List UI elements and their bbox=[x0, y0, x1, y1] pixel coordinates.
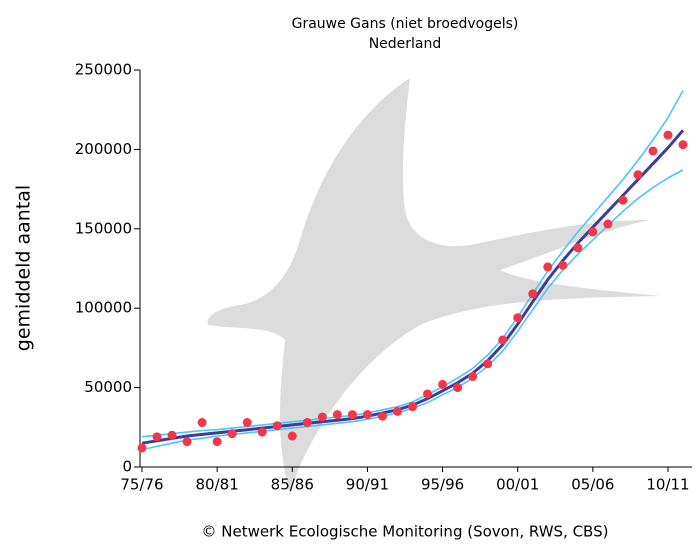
data-point bbox=[678, 140, 688, 150]
x-tick-label: 90/91 bbox=[346, 476, 389, 494]
data-point bbox=[362, 410, 372, 420]
data-point bbox=[573, 243, 583, 253]
data-point bbox=[317, 412, 327, 422]
x-tick-label: 05/06 bbox=[571, 476, 614, 494]
data-point bbox=[287, 431, 297, 441]
data-point bbox=[663, 130, 673, 140]
data-point bbox=[438, 379, 448, 389]
data-point bbox=[498, 335, 508, 345]
y-tick-label: 0 bbox=[122, 458, 132, 476]
y-axis-label: gemiddeld aantal bbox=[13, 185, 35, 351]
data-point bbox=[588, 227, 598, 237]
x-tick-label: 75/76 bbox=[120, 476, 163, 494]
y-tick-label: 200000 bbox=[75, 140, 132, 158]
data-point bbox=[543, 262, 553, 272]
bird-silhouette bbox=[207, 78, 660, 495]
data-point bbox=[332, 410, 342, 420]
data-point bbox=[408, 402, 418, 412]
data-point bbox=[227, 429, 237, 439]
x-tick-label: 80/81 bbox=[196, 476, 239, 494]
data-point bbox=[423, 389, 433, 399]
y-tick-label: 50000 bbox=[84, 378, 132, 396]
y-tick-label: 150000 bbox=[75, 219, 132, 237]
data-point bbox=[272, 421, 282, 431]
x-tick-label: 85/86 bbox=[271, 476, 314, 494]
data-point bbox=[483, 359, 493, 369]
data-point bbox=[513, 313, 523, 323]
data-point bbox=[212, 437, 222, 447]
x-tick-label: 95/96 bbox=[421, 476, 464, 494]
data-point bbox=[528, 289, 538, 299]
confidence-line bbox=[141, 90, 684, 438]
data-point bbox=[347, 410, 357, 420]
data-point bbox=[392, 406, 402, 416]
y-tick-label: 100000 bbox=[75, 299, 132, 317]
data-point bbox=[182, 437, 192, 447]
data-point bbox=[648, 146, 658, 156]
data-point bbox=[302, 418, 312, 428]
chart-subtitle: Nederland bbox=[369, 36, 442, 52]
data-point bbox=[257, 427, 267, 437]
data-point bbox=[167, 430, 177, 440]
data-point bbox=[152, 432, 162, 442]
data-point bbox=[633, 170, 643, 180]
chart-title: Grauwe Gans (niet broedvogels) bbox=[292, 16, 519, 32]
data-point bbox=[618, 195, 628, 205]
data-point bbox=[558, 260, 568, 270]
data-point bbox=[603, 219, 613, 229]
data-point bbox=[197, 418, 207, 428]
footer: © Netwerk Ecologische Monitoring (Sovon,… bbox=[202, 523, 609, 541]
y-tick-label: 250000 bbox=[75, 61, 132, 79]
data-point bbox=[468, 371, 478, 381]
data-point bbox=[242, 418, 252, 428]
x-tick-label: 00/01 bbox=[496, 476, 539, 494]
data-point bbox=[137, 443, 147, 453]
data-point bbox=[453, 383, 463, 393]
x-tick-label: 10/11 bbox=[646, 476, 689, 494]
data-point bbox=[377, 411, 387, 421]
